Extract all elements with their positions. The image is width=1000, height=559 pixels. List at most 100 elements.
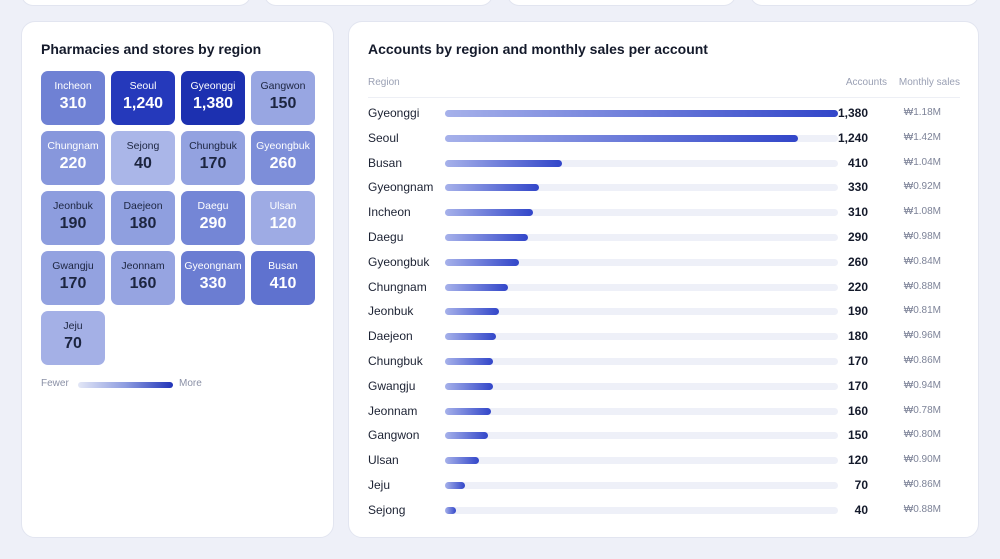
row-accounts: 1,380 bbox=[837, 106, 868, 120]
region-tile-count: 160 bbox=[129, 275, 157, 292]
row-bar-track bbox=[445, 432, 838, 440]
region-tile-name: Chungnam bbox=[47, 140, 99, 152]
row-accounts: 70 bbox=[854, 478, 868, 492]
header-divider bbox=[368, 97, 960, 98]
table-row[interactable]: Ulsan 120 ₩0.90M bbox=[368, 449, 960, 474]
row-accounts: 290 bbox=[847, 230, 868, 244]
table-row[interactable]: Incheon 310 ₩1.08M bbox=[368, 201, 960, 226]
row-monthly-sales: ₩0.94M bbox=[903, 379, 941, 391]
legend-more-label: More bbox=[179, 378, 202, 389]
row-bar-track bbox=[445, 209, 838, 217]
table-row[interactable]: Daejeon 180 ₩0.96M bbox=[368, 325, 960, 350]
table-row[interactable]: Busan 410 ₩1.04M bbox=[368, 152, 960, 177]
row-bar-track bbox=[445, 333, 838, 341]
region-tile-name: Gwangju bbox=[52, 260, 94, 272]
row-bar-fill bbox=[445, 457, 479, 465]
region-tile-name: Busan bbox=[268, 260, 298, 272]
row-monthly-sales: ₩0.98M bbox=[903, 231, 941, 242]
row-accounts: 170 bbox=[847, 378, 868, 393]
row-bar-fill bbox=[445, 308, 499, 316]
region-tile[interactable]: Gangwon 150 bbox=[251, 71, 315, 125]
row-accounts: 180 bbox=[847, 329, 868, 344]
row-bar-track bbox=[445, 234, 838, 241]
row-bar-track bbox=[445, 110, 838, 117]
table-row[interactable]: Jeju 70 ₩0.86M bbox=[368, 474, 960, 499]
region-tile-count: 70 bbox=[64, 335, 82, 352]
row-region-name: Incheon bbox=[368, 205, 411, 220]
region-tile-name: Gyeongbuk bbox=[256, 140, 310, 152]
region-tile-name: Seoul bbox=[129, 80, 157, 92]
row-monthly-sales: ₩0.88M bbox=[903, 280, 941, 292]
row-accounts: 120 bbox=[847, 453, 868, 468]
table-row[interactable]: Gyeongbuk 260 ₩0.84M bbox=[368, 251, 960, 276]
region-tile[interactable]: Incheon 310 bbox=[41, 71, 105, 125]
row-bar-track bbox=[445, 283, 838, 291]
row-region-name: Ulsan bbox=[368, 453, 399, 468]
row-accounts: 410 bbox=[847, 155, 868, 170]
row-region-name: Chungbuk bbox=[368, 354, 423, 368]
region-tile[interactable]: Gwangju 170 bbox=[41, 251, 105, 305]
region-tile[interactable]: Jeju 70 bbox=[41, 311, 105, 365]
row-monthly-sales: ₩1.04M bbox=[903, 156, 941, 168]
table-row[interactable]: Gyeongnam 330 ₩0.92M bbox=[368, 176, 960, 201]
row-accounts: 190 bbox=[847, 304, 868, 319]
region-tile-grid: Incheon 310 Seoul 1,240 Gyeonggi 1,380 Gangwon… bbox=[41, 71, 319, 371]
region-tile[interactable]: Busan 410 bbox=[251, 251, 315, 305]
region-tile-name: Gyeongnam bbox=[184, 260, 242, 272]
region-tile[interactable]: Ulsan 120 bbox=[251, 191, 315, 245]
row-accounts: 40 bbox=[854, 502, 868, 517]
table-row[interactable]: Chungbuk 170 ₩0.86M bbox=[368, 350, 960, 375]
row-bar-fill bbox=[445, 432, 488, 440]
region-tile-count: 330 bbox=[199, 275, 227, 292]
table-row[interactable]: Daegu 290 ₩0.98M bbox=[368, 226, 960, 251]
row-monthly-sales: ₩0.90M bbox=[903, 454, 941, 466]
table-row[interactable]: Gyeonggi 1,380 ₩1.18M bbox=[368, 102, 960, 127]
row-monthly-sales: ₩0.86M bbox=[903, 355, 941, 366]
table-row[interactable]: Seoul 1,240 ₩1.42M bbox=[368, 127, 960, 152]
region-tile-count: 290 bbox=[199, 215, 227, 232]
top-card-2 bbox=[264, 0, 493, 6]
region-tile-name: Jeju bbox=[63, 320, 83, 332]
row-bar-fill bbox=[445, 333, 496, 341]
region-tile[interactable]: Sejong 40 bbox=[111, 131, 175, 185]
row-accounts: 170 bbox=[847, 354, 868, 368]
row-bar-fill bbox=[445, 110, 838, 117]
region-tile-count: 310 bbox=[59, 95, 87, 112]
table-row[interactable]: Sejong 40 ₩0.88M bbox=[368, 499, 960, 524]
region-tile[interactable]: Jeonnam 160 bbox=[111, 251, 175, 305]
region-tile[interactable]: Gyeongbuk 260 bbox=[251, 131, 315, 185]
row-accounts: 160 bbox=[847, 403, 868, 418]
region-tile[interactable]: Chungnam 220 bbox=[41, 131, 105, 185]
region-tile[interactable]: Daejeon 180 bbox=[111, 191, 175, 245]
region-tile[interactable]: Seoul 1,240 bbox=[111, 71, 175, 125]
row-bar-track bbox=[445, 308, 838, 316]
table-row[interactable]: Jeonnam 160 ₩0.78M bbox=[368, 400, 960, 425]
top-card-4 bbox=[750, 0, 979, 6]
legend-fewer-label: Fewer bbox=[41, 378, 69, 389]
row-bar-track bbox=[445, 457, 838, 465]
region-tile[interactable]: Daegu 290 bbox=[181, 191, 245, 245]
row-bar-fill bbox=[445, 283, 508, 291]
row-region-name: Daegu bbox=[368, 230, 404, 244]
row-bar-track bbox=[445, 482, 838, 489]
table-header: Region Accounts Monthly sales bbox=[368, 77, 960, 93]
row-bar-fill bbox=[445, 134, 798, 142]
row-bar-track bbox=[445, 134, 838, 142]
row-bar-fill bbox=[445, 234, 528, 241]
region-tile-name: Gangwon bbox=[260, 80, 306, 92]
header-accounts: Accounts bbox=[845, 77, 887, 88]
row-accounts: 330 bbox=[847, 180, 868, 195]
table-row[interactable]: Gangwon 150 ₩0.80M bbox=[368, 424, 960, 449]
table-row[interactable]: Gwangju 170 ₩0.94M bbox=[368, 375, 960, 400]
region-tile-name: Daejeon bbox=[123, 200, 163, 212]
region-tile-count: 1,380 bbox=[192, 95, 234, 112]
region-tile[interactable]: Gyeonggi 1,380 bbox=[181, 71, 245, 125]
row-monthly-sales: ₩1.08M bbox=[903, 206, 941, 218]
region-tile[interactable]: Jeonbuk 190 bbox=[41, 191, 105, 245]
region-tile-name: Jeonnam bbox=[121, 260, 165, 272]
table-row[interactable]: Chungnam 220 ₩0.88M bbox=[368, 276, 960, 301]
region-tile-count: 170 bbox=[199, 155, 227, 172]
region-tile[interactable]: Chungbuk 170 bbox=[181, 131, 245, 185]
region-tile[interactable]: Gyeongnam 330 bbox=[181, 251, 245, 305]
table-row[interactable]: Jeonbuk 190 ₩0.81M bbox=[368, 300, 960, 325]
